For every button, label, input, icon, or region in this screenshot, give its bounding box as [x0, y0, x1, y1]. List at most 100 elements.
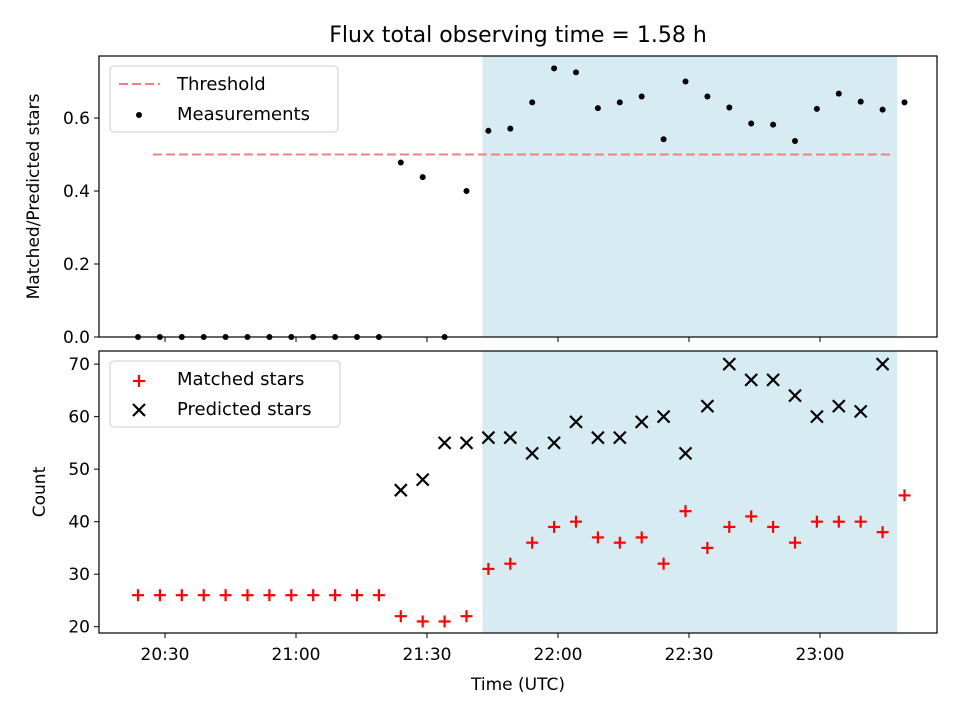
measurement-point: [813, 105, 820, 112]
matched-star-point: [153, 589, 166, 602]
matched-star-point: [745, 510, 758, 523]
predicted-star-stroke-b: [788, 388, 802, 403]
measurement-point: [748, 120, 755, 127]
predicted-star-point: [415, 472, 430, 487]
legend-threshold-label: Threshold: [176, 74, 266, 95]
measurement-point: [726, 104, 733, 111]
matched-star-point: [810, 515, 823, 528]
measurement-point: [529, 99, 536, 106]
measurement-point: [835, 90, 842, 97]
matched-star-point: [263, 589, 276, 602]
bottom-plot-frame: [98, 350, 938, 634]
measurement-point: [660, 136, 667, 143]
bottom-ytick-label: 30: [68, 565, 90, 585]
matched-star-point: [876, 526, 889, 539]
predicted-star-point: [394, 483, 408, 497]
bottom-xtick-label: 23:00: [796, 645, 845, 665]
matched-star-point: [132, 589, 144, 602]
measurement-point: [857, 98, 864, 105]
legend-measurements-label: Measurements: [177, 104, 310, 125]
matched-star-point: [570, 515, 582, 528]
predicted-star-point: [656, 409, 671, 424]
predicted-star-stroke-b: [591, 430, 605, 445]
legend-measurements-swatch: [136, 112, 142, 118]
predicted-star-point: [634, 415, 649, 429]
predicted-star-stroke-b: [766, 373, 780, 387]
predicted-star-point: [569, 415, 583, 429]
predicted-star-stroke-b: [744, 373, 758, 387]
predicted-star-point: [437, 436, 452, 450]
shaded-interval-bottom: [482, 351, 898, 633]
predicted-star-point: [744, 373, 758, 387]
predicted-star-stroke-b: [700, 399, 715, 413]
predicted-star-point: [875, 357, 890, 371]
predicted-star-point: [503, 430, 518, 445]
shaded-interval-top: [482, 56, 898, 337]
predicted-star-point: [481, 430, 496, 445]
predicted-star-stroke-b: [853, 404, 868, 419]
top-legend-box: [109, 65, 339, 133]
predicted-star-point: [547, 436, 561, 450]
predicted-star-stroke-b: [832, 399, 846, 413]
top-ytick-label: 0.4: [63, 182, 90, 202]
measurement-point: [704, 93, 711, 100]
measurement-point: [419, 174, 426, 181]
matched-star-point: [701, 541, 714, 554]
measurement-point: [485, 127, 492, 134]
measurement-point: [397, 159, 404, 166]
predicted-star-stroke-b: [437, 436, 452, 450]
predicted-star-point: [525, 446, 539, 461]
bottom-legend-box: [109, 360, 341, 428]
matched-star-point: [898, 489, 911, 502]
matched-star-point: [372, 589, 385, 602]
bottom-legend: Matched stars Predicted stars: [109, 360, 341, 428]
predicted-star-stroke-b: [569, 415, 583, 429]
top-ylabel: Matched/Predicted stars: [24, 93, 44, 299]
measurement-point: [638, 93, 645, 100]
matched-star-point: [789, 536, 801, 549]
bottom-ytick-label: 70: [68, 355, 90, 375]
bottom-ylabel: Count: [30, 466, 50, 517]
top-plot-frame: [98, 55, 938, 338]
matched-star-point: [438, 615, 451, 628]
top-ytick-label: 0.0: [63, 328, 90, 348]
measurement-point: [792, 138, 798, 145]
matched-star-point: [329, 589, 342, 602]
predicted-star-point: [810, 409, 824, 424]
predicted-star-stroke-b: [459, 436, 474, 450]
measurement-point: [551, 65, 558, 72]
top-ytick-label: 0.2: [63, 255, 90, 275]
matched-star-point: [175, 589, 188, 602]
measurement-point: [616, 99, 623, 106]
matched-star-point: [197, 589, 210, 602]
matched-star-point: [854, 515, 867, 528]
predicted-star-stroke-b: [525, 446, 539, 461]
matched-star-point: [723, 520, 736, 533]
bottom-ytick-label: 60: [68, 408, 90, 428]
predicted-star-point: [613, 430, 627, 445]
bottom-ytick-label: 40: [68, 513, 90, 533]
measurement-point: [507, 125, 514, 132]
predicted-star-stroke-b: [481, 430, 496, 445]
matched-star-point: [613, 536, 626, 549]
matched-star-point: [635, 531, 648, 544]
measurement-point: [682, 78, 689, 85]
matched-star-point: [219, 589, 232, 602]
matched-star-point: [504, 557, 517, 570]
predicted-star-stroke-b: [678, 446, 693, 461]
matched-star-point: [657, 557, 670, 570]
predicted-star-stroke-b: [503, 430, 518, 445]
predicted-star-stroke-b: [810, 409, 824, 424]
matched-star-point: [416, 615, 429, 628]
matched-star-point: [351, 589, 363, 602]
chart-title: Flux total observing time = 1.58 h: [329, 23, 707, 48]
legend-predicted-label: Predicted stars: [177, 399, 311, 420]
matched-star-point: [832, 515, 845, 528]
measurement-point: [770, 121, 777, 128]
matched-star-point: [460, 610, 473, 623]
matched-star-point: [526, 536, 539, 549]
bottom-xtick-label: 21:00: [272, 645, 321, 665]
bottom-xlabel: Time (UTC): [470, 675, 565, 695]
predicted-star-stroke-b: [613, 430, 627, 445]
predicted-star-point: [591, 430, 605, 445]
